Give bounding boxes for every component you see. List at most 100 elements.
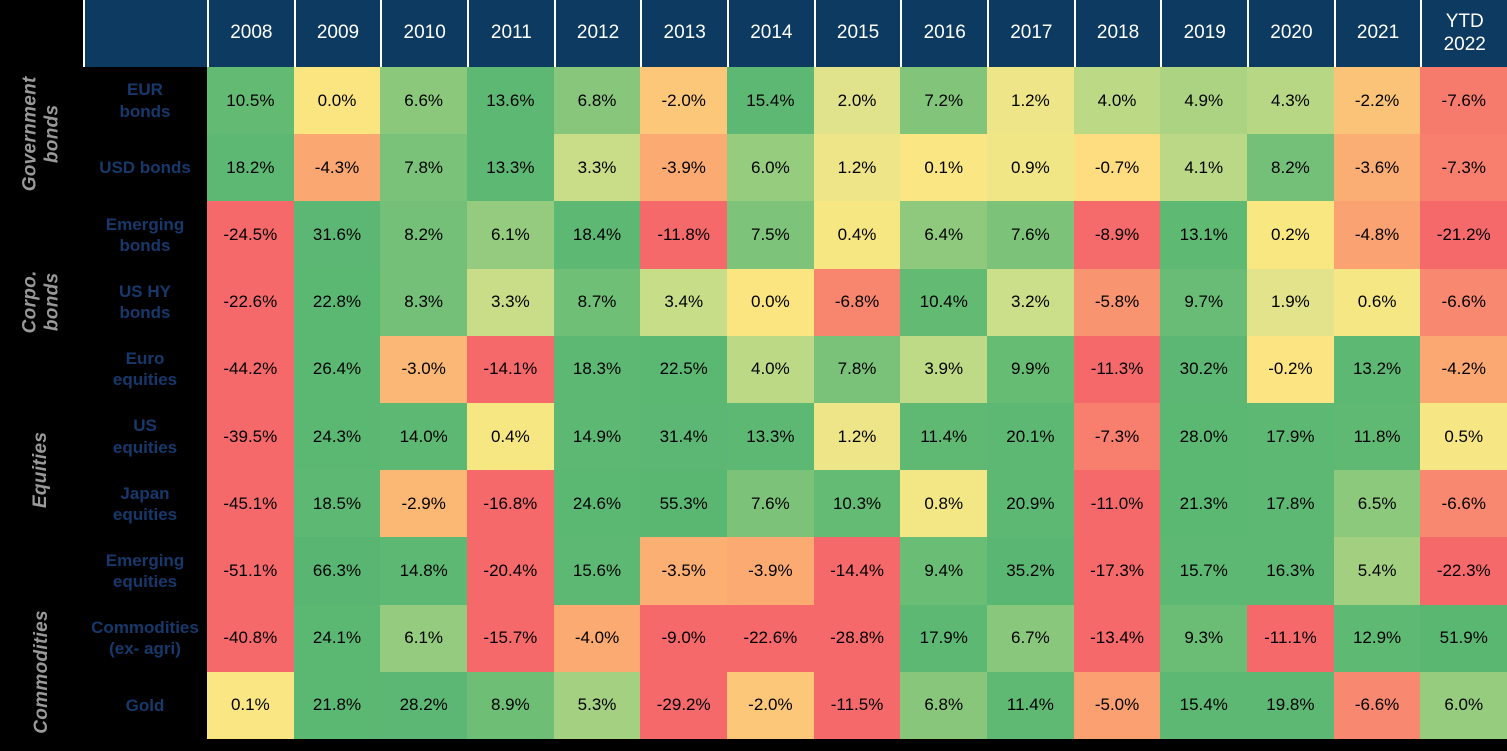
heatmap-cell: 3.3% bbox=[553, 134, 641, 202]
heatmap-cell: 13.6% bbox=[467, 67, 554, 135]
table-row: US HY bonds -22.6% 22.8% 8.3% 3.3% 8.7% 3.4% 0.… bbox=[83, 268, 1507, 336]
heatmap-cell: -2.0% bbox=[727, 671, 814, 740]
heatmap-cell: 15.6% bbox=[553, 537, 641, 605]
heatmap-cell: 24.1% bbox=[293, 604, 381, 672]
heatmap-cell: 15.7% bbox=[1160, 537, 1248, 605]
heatmap-cell: 18.2% bbox=[207, 134, 294, 202]
heatmap-cell: -6.6% bbox=[1420, 268, 1507, 336]
heatmap-cell: -0.7% bbox=[1073, 134, 1161, 202]
heatmap-cell: -8.9% bbox=[1073, 201, 1161, 269]
heatmap-cell: -20.4% bbox=[467, 537, 554, 605]
heatmap-body: EUR bonds 10.5% 0.0% 6.6% 13.6% 6.8% -2.0% 15.4… bbox=[83, 67, 1507, 740]
row-label: Commodities (ex- agri) bbox=[83, 604, 207, 672]
heatmap-cell: 0.0% bbox=[727, 268, 814, 336]
heatmap-cell: -11.8% bbox=[640, 201, 728, 269]
year-header-cell: 2014 bbox=[727, 0, 814, 67]
heatmap-cell: -28.8% bbox=[813, 604, 901, 672]
heatmap-cell: -44.2% bbox=[207, 335, 294, 404]
heatmap-cell: 6.5% bbox=[1333, 470, 1421, 538]
heatmap-cell: 12.9% bbox=[1333, 604, 1421, 672]
heatmap-cell: -3.9% bbox=[727, 537, 814, 605]
heatmap-cell: 15.4% bbox=[1160, 671, 1248, 740]
heatmap-cell: 4.9% bbox=[1160, 67, 1248, 135]
heatmap-cell: -2.0% bbox=[640, 67, 728, 135]
heatmap-cell: 0.8% bbox=[900, 470, 988, 538]
heatmap-cell: 9.3% bbox=[1160, 604, 1248, 672]
heatmap-cell: 35.2% bbox=[987, 537, 1074, 605]
year-header-cell: 2008 bbox=[207, 0, 294, 67]
heatmap-cell: 22.8% bbox=[293, 268, 381, 336]
year-header-cell: 2011 bbox=[467, 0, 554, 67]
heatmap-cell: 28.0% bbox=[1160, 403, 1248, 471]
heatmap-cell: 6.1% bbox=[467, 201, 554, 269]
heatmap-cell: 6.6% bbox=[380, 67, 468, 135]
heatmap-cell: -6.6% bbox=[1333, 671, 1421, 740]
heatmap-cell: -45.1% bbox=[207, 470, 294, 538]
heatmap-cell: 18.3% bbox=[553, 335, 641, 404]
heatmap-cell: 31.4% bbox=[640, 403, 728, 471]
year-header-cell: 2020 bbox=[1247, 0, 1334, 67]
heatmap-cell: 15.4% bbox=[727, 67, 814, 135]
heatmap-cell: 22.5% bbox=[640, 335, 728, 404]
year-header-cell: 2012 bbox=[553, 0, 641, 67]
heatmap-cell: -9.0% bbox=[640, 604, 728, 672]
table-row: Emerging bonds -24.5% 31.6% 8.2% 6.1% 18.4% -1… bbox=[83, 201, 1507, 269]
heatmap-cell: 0.0% bbox=[293, 67, 381, 135]
heatmap-cell: 8.7% bbox=[553, 268, 641, 336]
row-label: US equities bbox=[83, 403, 207, 471]
heatmap-cell: -11.5% bbox=[813, 671, 901, 740]
heatmap-cell: -3.9% bbox=[640, 134, 728, 202]
category-band: Government bonds Corpo. bonds Equities Comm… bbox=[0, 0, 83, 751]
heatmap-cell: 6.4% bbox=[900, 201, 988, 269]
heatmap-cell: 0.5% bbox=[1420, 403, 1507, 471]
heatmap-cell: -2.2% bbox=[1333, 67, 1421, 135]
heatmap-cell: 3.2% bbox=[987, 268, 1074, 336]
heatmap-cell: 8.9% bbox=[467, 671, 554, 740]
heatmap-cell: -15.7% bbox=[467, 604, 554, 672]
category-label-text: Government bonds bbox=[19, 76, 63, 192]
heatmap-cell: -39.5% bbox=[207, 403, 294, 471]
heatmap-cell: 7.6% bbox=[727, 470, 814, 538]
year-header-cell: 2015 bbox=[813, 0, 901, 67]
heatmap-cell: 20.1% bbox=[987, 403, 1074, 471]
heatmap-cell: 28.2% bbox=[380, 671, 468, 740]
heatmap-cell: 1.2% bbox=[813, 403, 901, 471]
year-header-cell: 2013 bbox=[640, 0, 728, 67]
table-row: US equities -39.5% 24.3% 14.0% 0.4% 14.9% 31.4… bbox=[83, 403, 1507, 471]
heatmap-cell: 24.6% bbox=[553, 470, 641, 538]
row-label: Emerging bonds bbox=[83, 201, 207, 269]
heatmap-cell: 17.9% bbox=[1247, 403, 1334, 471]
heatmap-cell: -22.6% bbox=[727, 604, 814, 672]
heatmap-cell: -40.8% bbox=[207, 604, 294, 672]
category-label-text: Corpo. bonds bbox=[19, 270, 63, 334]
heatmap-cell: 0.2% bbox=[1247, 201, 1334, 269]
heatmap-cell: -13.4% bbox=[1073, 604, 1161, 672]
heatmap-cell: 13.1% bbox=[1160, 201, 1248, 269]
heatmap-cell: 11.4% bbox=[900, 403, 988, 471]
heatmap-cell: 8.3% bbox=[380, 268, 468, 336]
heatmap-cell: 30.2% bbox=[1160, 335, 1248, 404]
heatmap-cell: 3.4% bbox=[640, 268, 728, 336]
heatmap-cell: 7.8% bbox=[380, 134, 468, 202]
row-label: Gold bbox=[83, 671, 207, 740]
heatmap-cell: 14.8% bbox=[380, 537, 468, 605]
heatmap-cell: -21.2% bbox=[1420, 201, 1507, 269]
table-row: EUR bonds 10.5% 0.0% 6.6% 13.6% 6.8% -2.0% 15.4… bbox=[83, 67, 1507, 135]
year-header-cell: YTD 2022 bbox=[1420, 0, 1507, 67]
year-header-cell: 2021 bbox=[1333, 0, 1421, 67]
heatmap-cell: 21.3% bbox=[1160, 470, 1248, 538]
heatmap-cell: -2.9% bbox=[380, 470, 468, 538]
table-row: Commodities (ex- agri) -40.8% 24.1% 6.1% -15… bbox=[83, 604, 1507, 672]
heatmap-cell: 0.4% bbox=[467, 403, 554, 471]
heatmap-cell: 19.8% bbox=[1247, 671, 1334, 740]
heatmap-cell: 5.3% bbox=[553, 671, 641, 740]
row-label: Euro equities bbox=[83, 335, 207, 404]
table-row: Euro equities -44.2% 26.4% -3.0% -14.1% 18.3%… bbox=[83, 335, 1507, 404]
heatmap-cell: 18.4% bbox=[553, 201, 641, 269]
heatmap-cell: 11.4% bbox=[987, 671, 1074, 740]
heatmap-cell: 4.3% bbox=[1247, 67, 1334, 135]
heatmap-cell: -7.3% bbox=[1073, 403, 1161, 471]
heatmap-cell: 5.4% bbox=[1333, 537, 1421, 605]
heatmap-cell: -51.1% bbox=[207, 537, 294, 605]
heatmap-cell: -5.0% bbox=[1073, 671, 1161, 740]
